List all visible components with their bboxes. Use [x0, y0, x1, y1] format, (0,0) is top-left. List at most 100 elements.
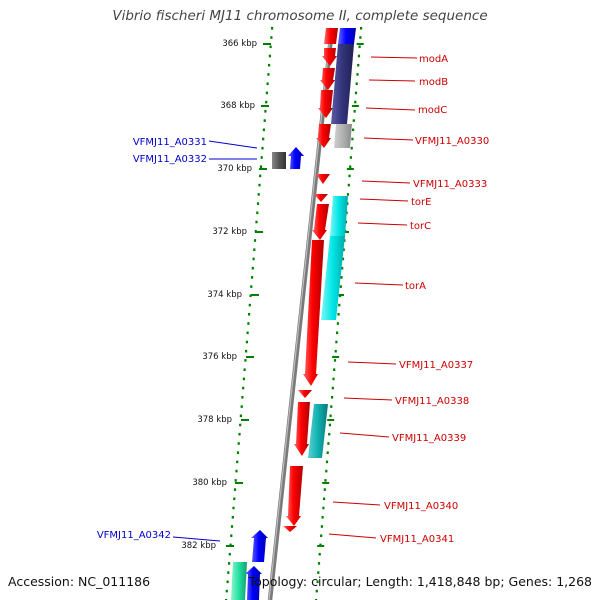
- gene-label-A0331[interactable]: VFMJ11_A0331: [133, 137, 207, 148]
- guide-dot-right: [315, 589, 318, 593]
- guide-dot-right: [357, 54, 360, 58]
- guide-dot-right: [322, 506, 325, 510]
- backbone-line: [267, 27, 335, 600]
- gene-label-torC[interactable]: torC: [410, 221, 431, 232]
- guide-dot-left: [252, 257, 255, 261]
- guide-dot-left: [258, 183, 261, 187]
- gene-label-A0332[interactable]: VFMJ11_A0332: [133, 154, 207, 165]
- gene-arrow-modC: [318, 90, 333, 118]
- gene-label-modA[interactable]: modA: [419, 54, 448, 65]
- guide-dot-right: [337, 313, 340, 316]
- gene-label-modB[interactable]: modB: [419, 77, 448, 88]
- guide-dot-left: [226, 580, 229, 584]
- tick-label: 378 kbp: [197, 415, 232, 425]
- guide-dot-left: [271, 27, 274, 30]
- guide-dot-right: [319, 543, 322, 547]
- guide-dot-left: [229, 543, 232, 547]
- cog-block-A0342: [231, 562, 247, 600]
- gene-arrow-A0333: [316, 174, 330, 184]
- right-gene-labels: modA modB modC VFMJ11_A0330 VFMJ11_A0333…: [328, 54, 489, 545]
- gene-label-modC[interactable]: modC: [418, 105, 447, 116]
- guide-dot-right: [355, 82, 358, 85]
- leader-line: [368, 79, 416, 82]
- tick-label: 370 kbp: [217, 164, 252, 174]
- guide-dot-left: [241, 396, 244, 399]
- gene-label-torA[interactable]: torA: [405, 281, 426, 292]
- guide-dot-left: [237, 442, 240, 445]
- gene-arrow-A0338: [294, 402, 310, 456]
- leader-line: [363, 137, 414, 141]
- guide-dot-left: [250, 285, 253, 288]
- gene-arrow-torC: [312, 204, 329, 240]
- guide-dot-right: [334, 349, 337, 353]
- left-gene-labels: VFMJ11_A0331 VFMJ11_A0332 VFMJ11_A0342: [97, 137, 258, 542]
- guide-dot-left: [248, 303, 251, 307]
- guide-dot-left: [256, 211, 259, 215]
- gene-arrow-modA: [322, 48, 337, 66]
- guide-dot-right: [320, 525, 323, 528]
- guide-dot-left: [245, 340, 248, 344]
- guide-dot-left: [267, 73, 270, 76]
- leader-line: [339, 432, 390, 438]
- gene-label-A0339[interactable]: VFMJ11_A0339: [392, 433, 466, 444]
- leader-line: [208, 140, 258, 149]
- leader-line: [357, 222, 408, 226]
- gene-label-A0333[interactable]: VFMJ11_A0333: [413, 179, 487, 190]
- cog-block-modA: [338, 28, 356, 44]
- gene-arrow-modB: [320, 68, 335, 90]
- gene-arrow-A0341: [283, 526, 297, 532]
- leader-line: [172, 536, 221, 542]
- guide-dot-right: [327, 442, 330, 445]
- guide-dot-right: [342, 248, 345, 251]
- guide-dot-left: [259, 174, 262, 178]
- gene-arrow-A0330: [316, 124, 331, 148]
- guide-dot-left: [235, 469, 238, 473]
- guide-dot-right: [317, 562, 321, 565]
- gene-label-A0338[interactable]: VFMJ11_A0338: [395, 396, 469, 407]
- guide-dot-left: [251, 266, 254, 270]
- cog-block-A0339: [308, 404, 328, 458]
- topology-summary-text: Topology: circular; Length: 1,418,848 bp…: [248, 574, 592, 589]
- gene-label-A0337[interactable]: VFMJ11_A0337: [399, 360, 473, 371]
- guide-dot-left: [253, 239, 257, 242]
- guide-dot-left: [257, 193, 260, 196]
- guide-dot-right: [333, 368, 336, 371]
- guide-dot-left: [270, 36, 273, 39]
- guide-dot-left: [251, 276, 254, 279]
- guide-dot-right: [330, 405, 333, 408]
- guide-dot-right: [325, 460, 329, 464]
- gene-label-A0330[interactable]: VFMJ11_A0330: [415, 136, 489, 147]
- guide-dot-right: [325, 469, 328, 473]
- leader-line: [328, 533, 377, 539]
- gene-arrow-torA: [303, 240, 324, 386]
- cog-block-modC: [334, 124, 352, 148]
- tick-label: 366 kbp: [222, 39, 257, 49]
- gene-label-A0341[interactable]: VFMJ11_A0341: [380, 534, 454, 545]
- forward-strand-genes: [283, 28, 338, 532]
- guide-dot-right: [323, 497, 326, 501]
- guide-dot-right: [340, 276, 343, 279]
- gene-label-A0340[interactable]: VFMJ11_A0340: [384, 501, 458, 512]
- guide-dot-right: [349, 156, 352, 159]
- gene-label-A0342[interactable]: VFMJ11_A0342: [97, 530, 171, 541]
- guide-dot-left: [233, 497, 236, 501]
- guide-dot-left: [236, 451, 240, 454]
- guide-dot-right: [323, 488, 326, 491]
- guide-dot-left: [268, 54, 271, 58]
- guide-dot-left: [268, 63, 271, 67]
- guide-dot-left: [230, 525, 234, 528]
- guide-dot-left: [248, 313, 251, 316]
- tick-label: 382 kbp: [181, 541, 216, 551]
- guide-dot-right: [352, 119, 355, 122]
- guide-dot-right: [338, 303, 341, 307]
- guide-dot-left: [227, 571, 230, 574]
- guide-dot-right: [353, 110, 356, 113]
- leader-line: [343, 397, 393, 401]
- gene-arrow-A0342b: [245, 566, 262, 600]
- guide-dot-right: [324, 479, 327, 482]
- guide-dot-right: [335, 340, 338, 344]
- gene-label-torE[interactable]: torE: [411, 197, 431, 208]
- guide-dot-right: [332, 377, 335, 381]
- guide-dot-left: [261, 146, 264, 150]
- guide-dot-right: [317, 571, 320, 574]
